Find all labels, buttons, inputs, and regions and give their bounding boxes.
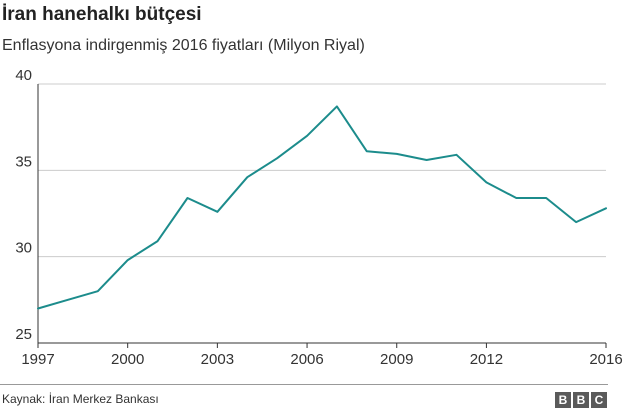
chart-subtitle: Enflasyona indirgenmiş 2016 fiyatları (M… [2, 37, 365, 54]
footer-divider [0, 384, 608, 385]
y-tick-label: 35 [15, 153, 32, 170]
y-tick-label: 25 [15, 326, 32, 343]
x-tick-label: 2006 [290, 351, 323, 368]
line-chart: 25 30 35 40 1997 2000 2003 2006 2009 2012 2016 [15, 67, 622, 368]
x-tick-label: 1997 [21, 351, 54, 368]
x-tick-label: 2003 [201, 351, 234, 368]
series-line [37, 105, 607, 310]
bbc-logo: B B C [555, 392, 607, 408]
x-tick-label: 2012 [470, 351, 503, 368]
source-note: Kaynak: İran Merkez Bankası [2, 392, 159, 406]
y-tick-label: 40 [15, 67, 32, 84]
logo-letter: B [555, 392, 571, 408]
x-tick-label: 2016 [589, 351, 622, 368]
x-tick-label: 2000 [111, 351, 144, 368]
logo-letter: B [573, 392, 589, 408]
y-tick-label: 30 [15, 240, 32, 257]
logo-letter: C [591, 392, 607, 408]
chart-title: İran hanehalkı bütçesi [2, 4, 202, 25]
x-tick-label: 2009 [380, 351, 413, 368]
